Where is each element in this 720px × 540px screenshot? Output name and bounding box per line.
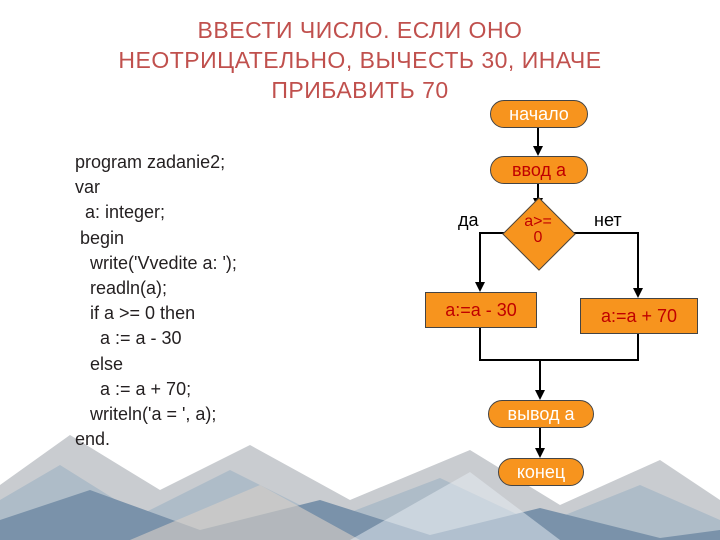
title-line-1: ВВЕСТИ ЧИСЛО. ЕСЛИ ОНО xyxy=(198,17,523,43)
title-line-3: ПРИБАВИТЬ 70 xyxy=(271,77,448,103)
label-sub: a:=a - 30 xyxy=(445,300,517,321)
edge-left-merge-h xyxy=(479,359,541,361)
arrow-head xyxy=(533,146,543,156)
label-no: нет xyxy=(594,210,622,231)
arrow-head xyxy=(535,390,545,400)
slide: ВВЕСТИ ЧИСЛО. ЕСЛИ ОНО НЕОТРИЦАТЕЛЬНО, В… xyxy=(0,0,720,540)
label-condition: a>= 0 xyxy=(513,214,563,246)
cond-text: a>= 0 xyxy=(513,214,563,246)
code-listing: program zadanie2; var a: integer; begin … xyxy=(75,150,237,452)
label-input: ввод a xyxy=(512,160,566,181)
edge-right-merge-v xyxy=(637,332,639,360)
label-output: вывод a xyxy=(508,404,575,425)
arrow-head xyxy=(633,288,643,298)
node-input: ввод a xyxy=(490,156,588,184)
arrow-head xyxy=(475,282,485,292)
label-yes: да xyxy=(458,210,479,231)
node-end: конец xyxy=(498,458,584,486)
node-sub: a:=a - 30 xyxy=(425,292,537,328)
title-line-2: НЕОТРИЦАТЕЛЬНО, ВЫЧЕСТЬ 30, ИНАЧЕ xyxy=(118,47,601,73)
slide-title: ВВЕСТИ ЧИСЛО. ЕСЛИ ОНО НЕОТРИЦАТЕЛЬНО, В… xyxy=(0,16,720,106)
arrow-head xyxy=(535,448,545,458)
label-start: начало xyxy=(509,104,569,125)
node-output: вывод a xyxy=(488,400,594,428)
edge-cond-right-v xyxy=(637,232,639,296)
node-add: a:=a + 70 xyxy=(580,298,698,334)
flowchart: начало ввод a a>= 0 да нет a:=a - 30 a:=… xyxy=(400,100,720,530)
node-start: начало xyxy=(490,100,588,128)
edge-right-merge-h xyxy=(539,359,639,361)
label-end: конец xyxy=(517,462,565,483)
edge-left-merge-v xyxy=(479,326,481,360)
label-add: a:=a + 70 xyxy=(601,306,677,327)
